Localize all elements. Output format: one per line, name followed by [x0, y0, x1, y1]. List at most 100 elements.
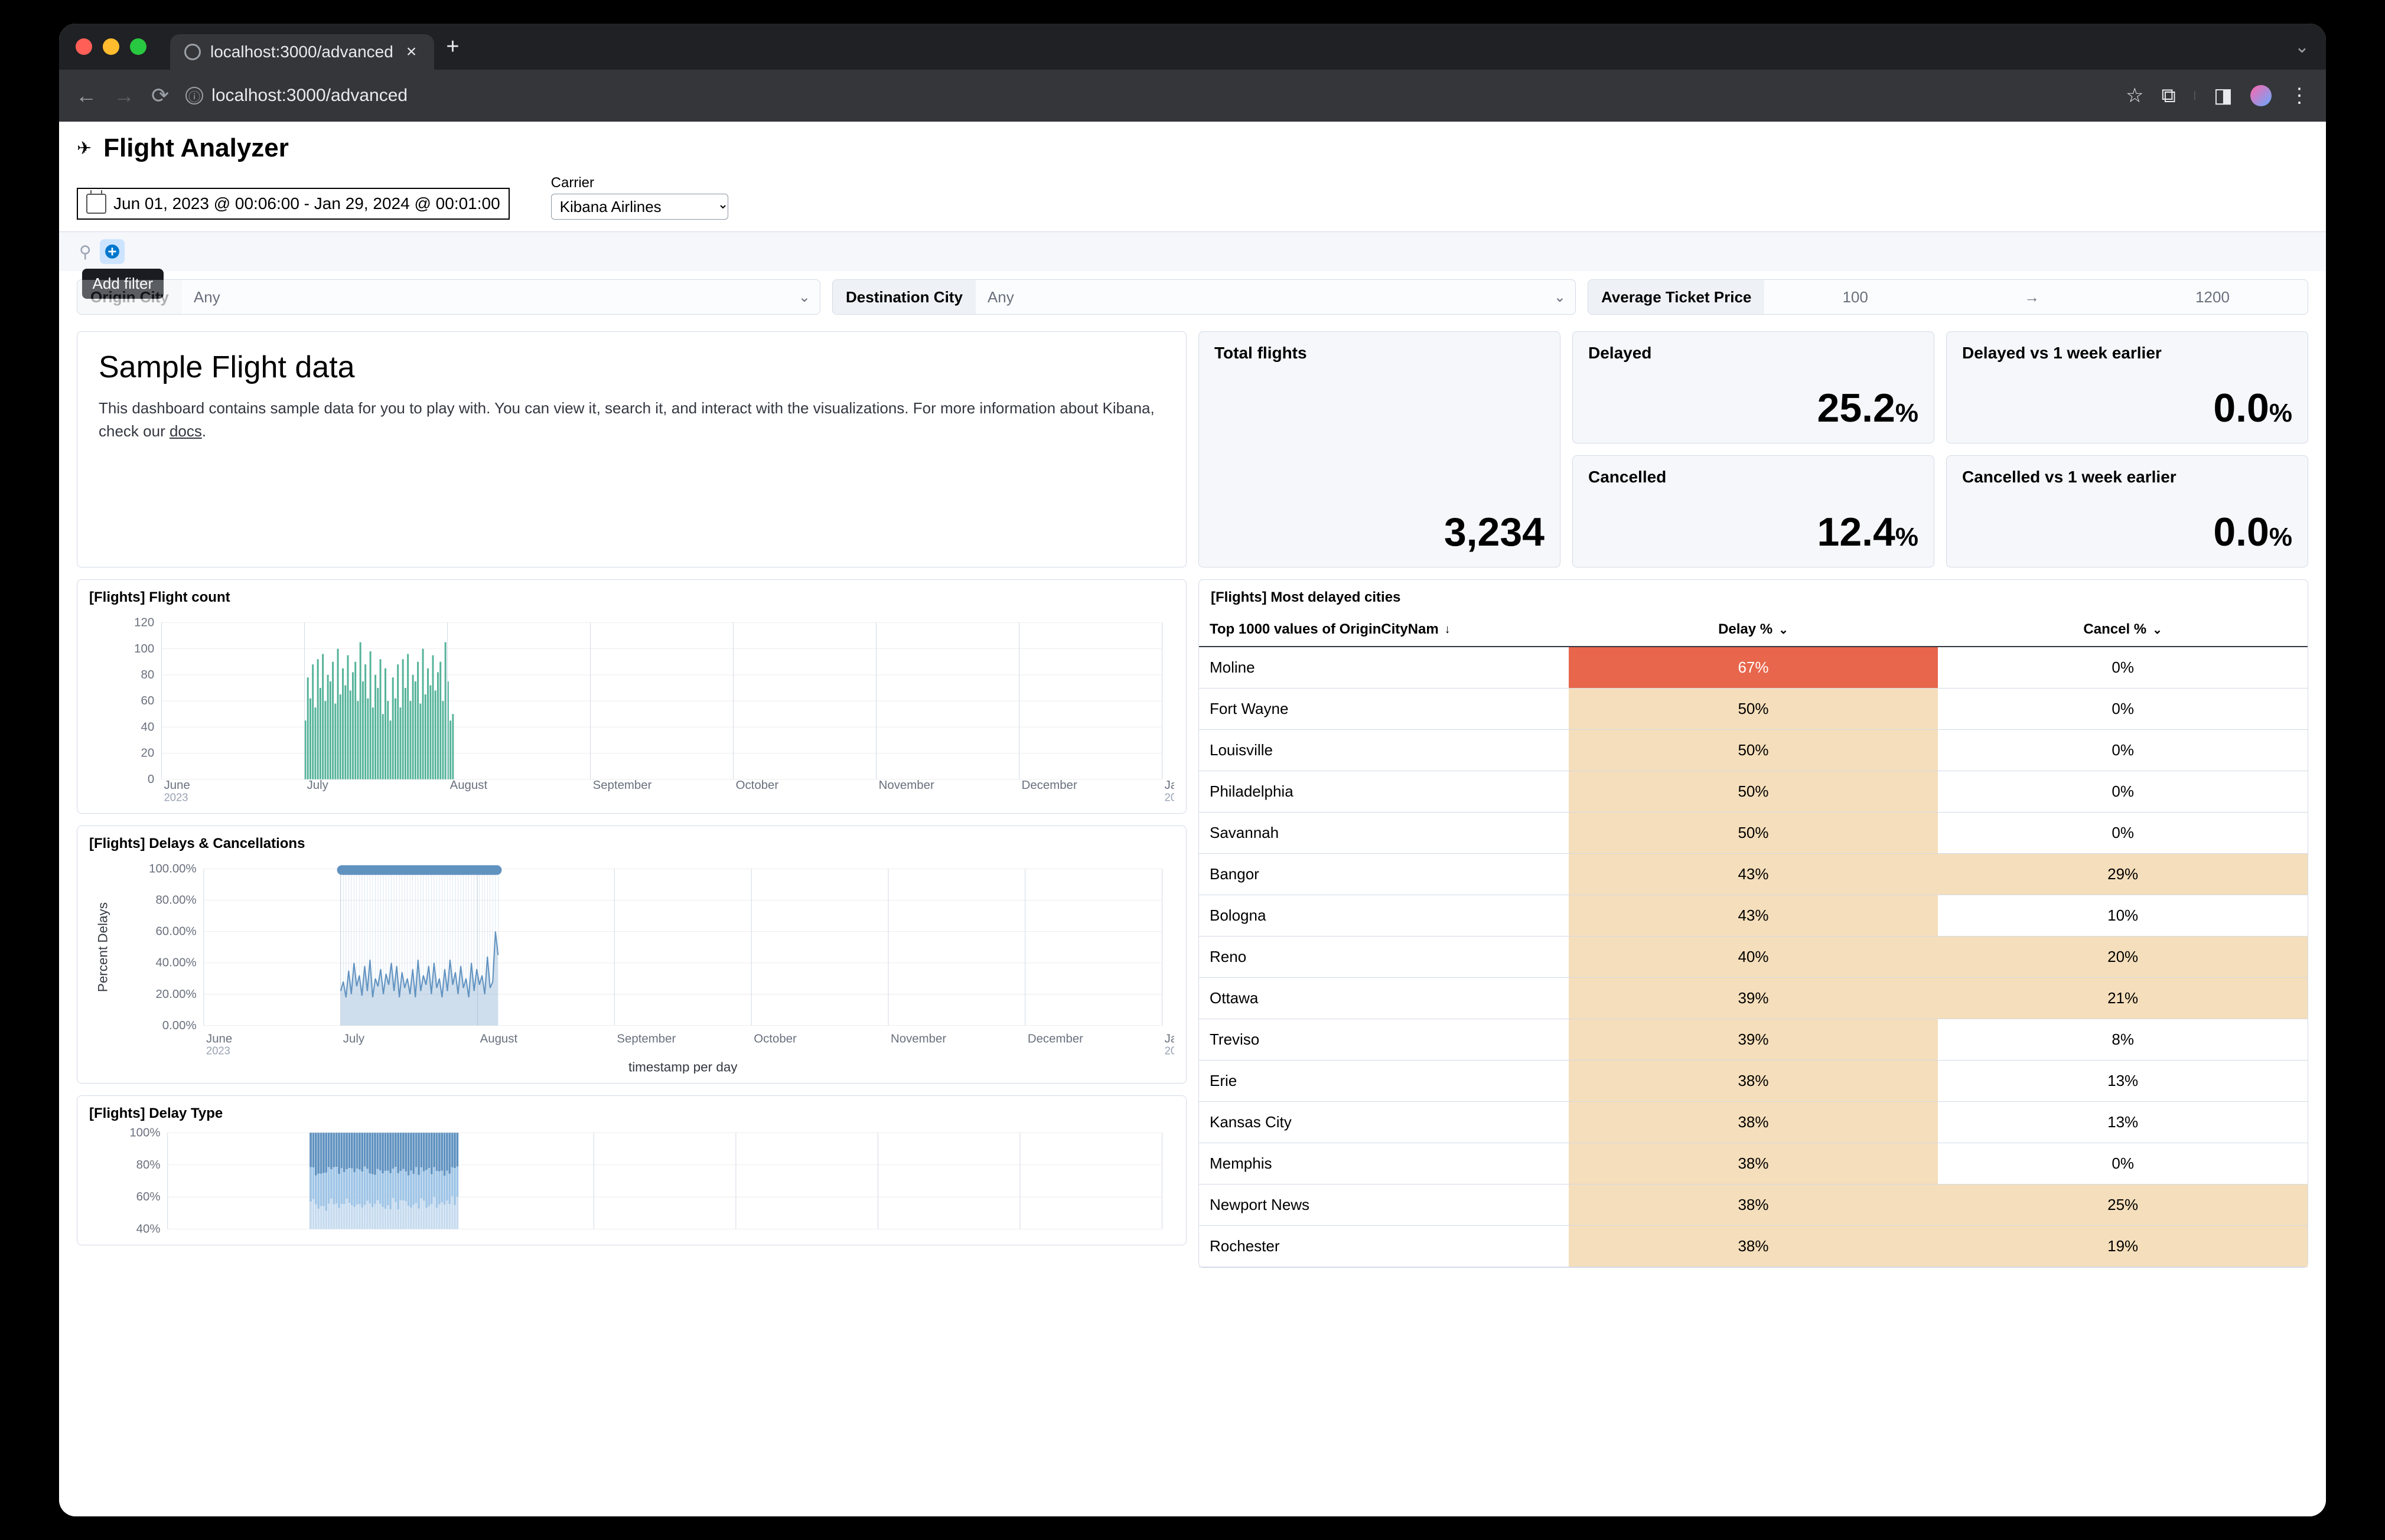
calendar-icon [86, 194, 106, 214]
city-cell: Rochester [1199, 1226, 1569, 1267]
svg-text:40.00%: 40.00% [155, 956, 196, 969]
back-button[interactable]: ← [76, 83, 97, 108]
delay-cell: 39% [1569, 978, 1938, 1019]
url-input[interactable]: ⓘ localhost:3000/advanced [185, 86, 2109, 106]
cancel-cell: 0% [1938, 1143, 2308, 1184]
city-cell: Philadelphia [1199, 771, 1569, 812]
menu-button[interactable]: ⋮ [2289, 84, 2309, 107]
tabs-dropdown-button[interactable]: ⌄ [2295, 37, 2309, 57]
minimize-window-button[interactable] [103, 38, 119, 55]
table-row[interactable]: Bangor43%29% [1199, 854, 2308, 895]
bookmark-button[interactable]: ☆ [2126, 84, 2143, 107]
chart-title: [Flights] Flight count [89, 589, 1174, 606]
chevron-down-icon: ⌄ [2152, 622, 2162, 637]
traffic-lights [76, 38, 146, 55]
table-row[interactable]: Reno40%20% [1199, 937, 2308, 978]
price-max: 1200 [2195, 288, 2230, 306]
table-row[interactable]: Erie38%13% [1199, 1061, 2308, 1102]
site-info-icon[interactable]: ⓘ [185, 87, 203, 105]
browser-window: localhost:3000/advanced × + ⌄ ← → ⟳ ⓘ lo… [59, 24, 2326, 1516]
table-row[interactable]: Louisville50%0% [1199, 730, 2308, 771]
cancelled-wk-metric: Cancelled vs 1 week earlier 0.0% [1946, 455, 2308, 567]
svg-text:60: 60 [141, 694, 155, 707]
intro-panel: Sample Flight data This dashboard contai… [77, 331, 1187, 567]
origin-city-filter[interactable]: Origin City Any ⌄ [77, 279, 820, 315]
table-header: Top 1000 values of OriginCityNam↓ Delay … [1199, 613, 2308, 647]
table-row[interactable]: Kansas City38%13% [1199, 1102, 2308, 1143]
cancel-cell: 13% [1938, 1102, 2308, 1143]
metrics-grid: Total flights 3,234 Delayed 25.2% Delaye… [1198, 331, 2308, 567]
carrier-select[interactable]: Kibana Airlines [551, 194, 728, 220]
svg-text:80%: 80% [136, 1159, 161, 1172]
browser-tab[interactable]: localhost:3000/advanced × [170, 34, 434, 70]
table-row[interactable]: Newport News38%25% [1199, 1185, 2308, 1226]
table-row[interactable]: Philadelphia50%0% [1199, 771, 2308, 813]
city-cell: Memphis [1199, 1143, 1569, 1184]
table-row[interactable]: Memphis38%0% [1199, 1143, 2308, 1185]
add-filter-button[interactable]: Add filter [100, 239, 125, 264]
average-ticket-price-filter[interactable]: Average Ticket Price 100 → 1200 [1588, 279, 2308, 315]
chevron-down-icon: ⌄ [1778, 622, 1788, 637]
delay-cell: 43% [1569, 854, 1938, 895]
filters-row: Origin City Any ⌄ Destination City Any ⌄… [59, 271, 2326, 323]
delays-chart[interactable]: 0.00%20.00%40.00%60.00%80.00%100.00%Perc… [89, 857, 1174, 1074]
maximize-window-button[interactable] [130, 38, 146, 55]
city-cell: Kansas City [1199, 1102, 1569, 1143]
table-body: Moline67%0%Fort Wayne50%0%Louisville50%0… [1199, 647, 2308, 1267]
col-origin[interactable]: Top 1000 values of OriginCityNam↓ [1199, 613, 1569, 646]
close-tab-button[interactable]: × [403, 42, 421, 62]
col-cancel[interactable]: Cancel %⌄ [1938, 613, 2308, 646]
svg-text:60%: 60% [136, 1190, 161, 1203]
destination-city-filter[interactable]: Destination City Any ⌄ [832, 279, 1576, 315]
cancel-cell: 8% [1938, 1019, 2308, 1060]
delay-cell: 50% [1569, 771, 1938, 812]
table-row[interactable]: Fort Wayne50%0% [1199, 689, 2308, 730]
flight-count-chart[interactable]: 020406080100120June2023JulyAugustSeptemb… [89, 611, 1174, 804]
table-row[interactable]: Moline67%0% [1199, 647, 2308, 689]
delay-cell: 38% [1569, 1185, 1938, 1225]
table-row[interactable]: Bologna43%10% [1199, 895, 2308, 937]
city-cell: Newport News [1199, 1185, 1569, 1225]
date-range-picker[interactable]: Jun 01, 2023 @ 00:06:00 - Jan 29, 2024 @… [77, 188, 510, 220]
destination-city-value: Any [976, 288, 1545, 306]
destination-city-label: Destination City [833, 280, 976, 314]
side-panel-button[interactable]: ◨ [2214, 84, 2233, 107]
table-row[interactable]: Rochester38%19% [1199, 1226, 2308, 1267]
cancel-cell: 19% [1938, 1226, 2308, 1267]
chart-title: [Flights] Delays & Cancellations [89, 836, 1174, 852]
svg-text:October: October [736, 779, 779, 792]
svg-text:August: August [450, 779, 488, 792]
close-window-button[interactable] [76, 38, 92, 55]
table-row[interactable]: Treviso39%8% [1199, 1019, 2308, 1061]
svg-text:September: September [593, 779, 652, 792]
svg-text:2024: 2024 [1165, 1044, 1174, 1056]
svg-text:Percent Delays: Percent Delays [96, 902, 110, 992]
cancel-cell: 0% [1938, 813, 2308, 853]
svg-text:100: 100 [134, 642, 154, 655]
svg-text:September: September [617, 1032, 676, 1045]
profile-avatar[interactable] [2250, 85, 2272, 106]
svg-text:20: 20 [141, 747, 155, 760]
svg-text:120: 120 [134, 616, 154, 629]
cancel-cell: 21% [1938, 978, 2308, 1019]
city-cell: Ottawa [1199, 978, 1569, 1019]
extensions-button[interactable]: ⧉ [2161, 84, 2175, 107]
svg-text:0: 0 [148, 773, 154, 786]
table-row[interactable]: Savannah50%0% [1199, 813, 2308, 854]
svg-text:July: July [343, 1032, 365, 1045]
table-row[interactable]: Ottawa39%21% [1199, 978, 2308, 1019]
docs-link[interactable]: docs [170, 422, 202, 440]
dashboard-grid: Sample Flight data This dashboard contai… [59, 323, 2326, 1268]
delay-cell: 38% [1569, 1061, 1938, 1101]
reload-button[interactable]: ⟳ [151, 83, 169, 108]
delay-type-chart[interactable]: 40%60%80%100% [89, 1127, 1174, 1235]
city-cell: Savannah [1199, 813, 1569, 853]
col-delay[interactable]: Delay %⌄ [1569, 613, 1938, 646]
filter-icon[interactable]: ⚲ [77, 240, 94, 264]
cancelled-metric: Cancelled 12.4% [1572, 455, 1934, 567]
forward-button[interactable]: → [113, 83, 135, 108]
new-tab-button[interactable]: + [446, 34, 459, 60]
flight-count-panel: [Flights] Flight count 020406080100120Ju… [77, 579, 1187, 814]
delay-cell: 40% [1569, 937, 1938, 977]
origin-city-value: Any [182, 288, 789, 306]
